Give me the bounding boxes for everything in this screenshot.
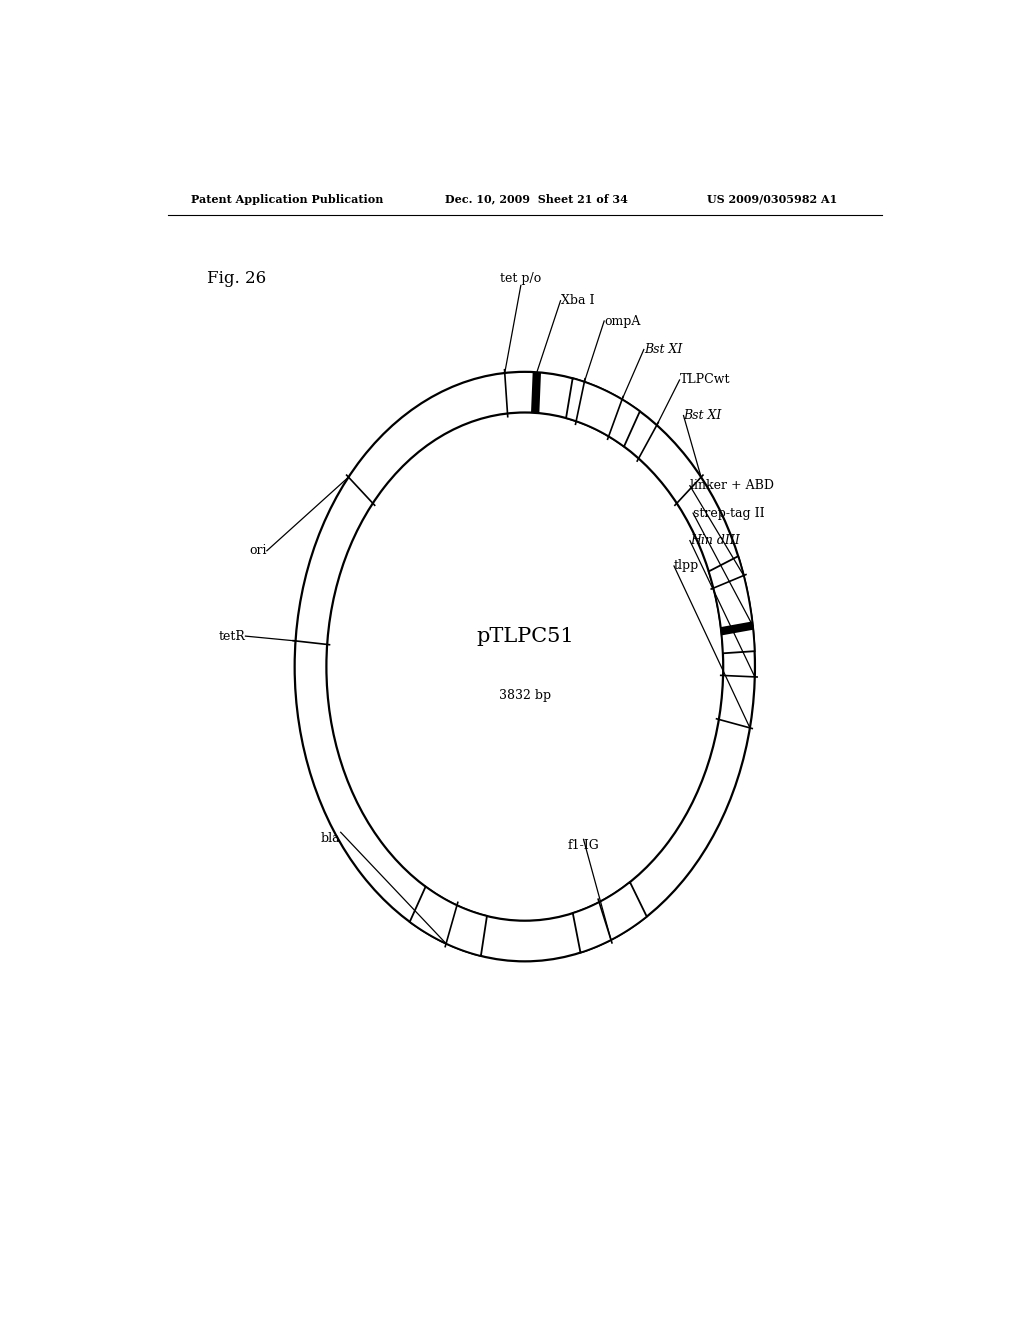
- Text: f1-IG: f1-IG: [567, 840, 599, 853]
- Polygon shape: [709, 556, 755, 653]
- Text: Patent Application Publication: Patent Application Publication: [191, 194, 384, 205]
- Polygon shape: [572, 882, 647, 953]
- Text: Bst XI: Bst XI: [684, 409, 722, 422]
- Text: 3832 bp: 3832 bp: [499, 689, 551, 701]
- Text: tet p/o: tet p/o: [500, 272, 542, 285]
- Text: US 2009/0305982 A1: US 2009/0305982 A1: [708, 194, 838, 205]
- Text: TLPCwt: TLPCwt: [680, 374, 730, 387]
- Text: Hin dIII: Hin dIII: [690, 535, 739, 546]
- Polygon shape: [566, 379, 640, 446]
- Text: ompA: ompA: [604, 314, 641, 327]
- Polygon shape: [410, 887, 487, 956]
- Text: tlpp: tlpp: [674, 560, 699, 573]
- Text: Fig. 26: Fig. 26: [207, 269, 266, 286]
- Text: bla: bla: [322, 833, 341, 845]
- Text: Dec. 10, 2009  Sheet 21 of 34: Dec. 10, 2009 Sheet 21 of 34: [445, 194, 629, 205]
- Text: strep-tag II: strep-tag II: [693, 507, 765, 520]
- Text: ori: ori: [250, 544, 267, 557]
- Text: pTLPC51: pTLPC51: [476, 627, 573, 645]
- Text: Xba I: Xba I: [560, 294, 594, 308]
- Text: tetR: tetR: [218, 630, 246, 643]
- Text: linker + ABD: linker + ABD: [690, 479, 774, 492]
- Text: Bst XI: Bst XI: [644, 343, 682, 356]
